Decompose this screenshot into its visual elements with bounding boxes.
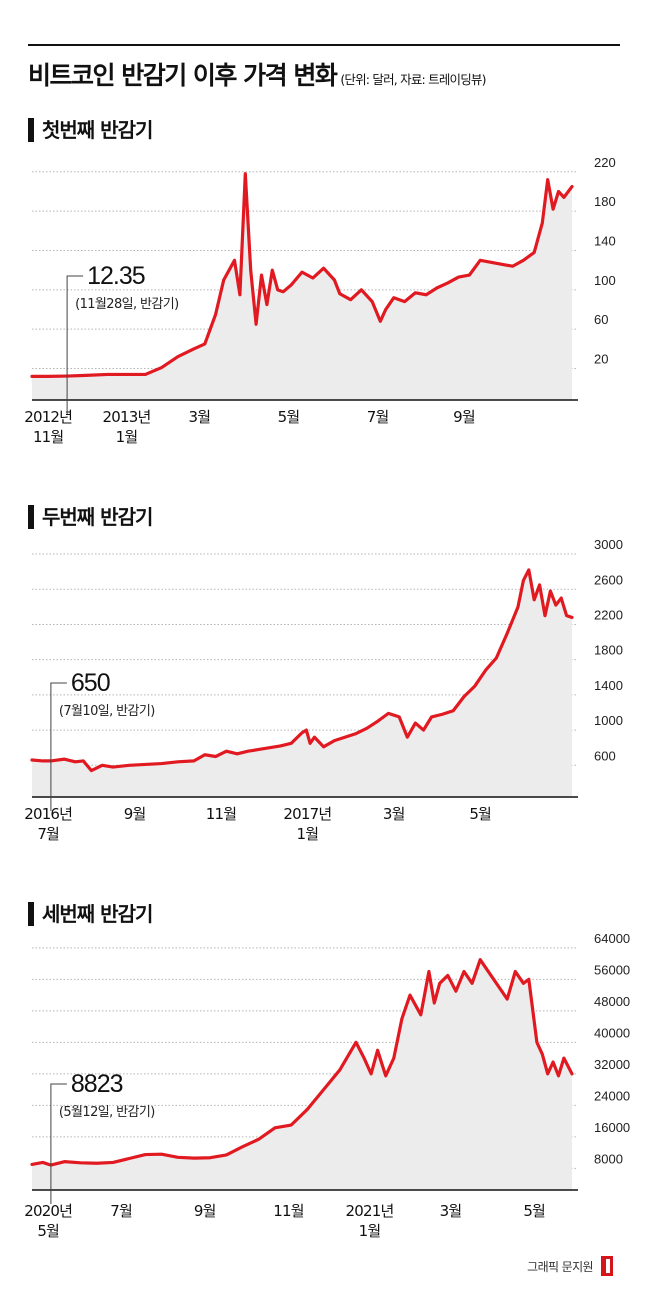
y-tick-label: 1000 xyxy=(594,713,623,728)
callout-leader xyxy=(66,275,84,414)
callout-leader xyxy=(50,1083,67,1204)
chart-first-halving: 20 60 100 140 180 220 2012년 11월 2013년 1월 3월 5월 7월 9월 1… xyxy=(24,155,616,446)
x-tick-label: 3월 xyxy=(383,805,405,823)
price-line xyxy=(30,172,574,378)
y-tick-label: 56000 xyxy=(594,962,630,977)
price-line xyxy=(30,568,574,773)
x-tick-label: 9월 xyxy=(453,408,475,426)
y-tick-label: 2600 xyxy=(594,572,623,587)
y-tick-label: 100 xyxy=(594,273,616,288)
x-tick-label: 2020년 xyxy=(24,1202,72,1220)
x-tick-label: 1월 xyxy=(116,428,138,446)
x-tick-label: 9월 xyxy=(194,1202,216,1220)
y-tick-label: 220 xyxy=(594,155,616,170)
y-tick-label: 60 xyxy=(594,312,608,327)
footer: 그래픽 문지원 xyxy=(527,1256,613,1276)
x-tick-label: 1월 xyxy=(297,825,319,843)
credit-text: 그래픽 문지원 xyxy=(527,1259,593,1274)
chart-second-halving: 600 1000 1400 1800 2200 2600 3000 2016년 7월 9월 11월 2… xyxy=(24,537,623,843)
callout-value: 650 xyxy=(71,669,110,697)
x-tick-label: 2021년 xyxy=(346,1202,394,1220)
callout-value: 8823 xyxy=(71,1070,123,1098)
x-tick-label: 11월 xyxy=(33,428,64,446)
chart-third-halving: 8000 16000 24000 32000 40000 48000 56000 64000 2… xyxy=(24,931,630,1240)
x-tick-label: 11월 xyxy=(206,805,237,823)
x-tick-label: 7월 xyxy=(110,1202,132,1220)
y-tick-label: 3000 xyxy=(594,537,623,552)
area-fill xyxy=(32,173,572,400)
x-tick-label: 5월 xyxy=(469,805,491,823)
page-title-row: 비트코인 반감기 이후 가격 변화 (단위: 달러, 자료: 트레이딩뷰) xyxy=(28,56,487,92)
x-tick-label: 7월 xyxy=(367,408,389,426)
page-subtitle: (단위: 달러, 자료: 트레이딩뷰) xyxy=(340,72,486,87)
x-tick-label: 3월 xyxy=(189,408,211,426)
x-tick-label: 2012년 xyxy=(24,408,72,426)
y-tick-label: 1800 xyxy=(594,643,623,658)
callout-label: (5월12일, 반감기) xyxy=(59,1105,155,1120)
callout-label: (11월28일, 반감기) xyxy=(75,297,179,312)
y-tick-label: 8000 xyxy=(594,1151,623,1166)
x-tick-label: 1월 xyxy=(359,1222,381,1240)
callout-label: (7월10일, 반감기) xyxy=(59,704,155,719)
x-tick-label: 7월 xyxy=(37,825,59,843)
area-fill xyxy=(32,959,572,1190)
y-tick-label: 140 xyxy=(594,233,616,248)
price-line xyxy=(30,958,574,1167)
x-tick-label: 3월 xyxy=(440,1202,462,1220)
y-tick-label: 20 xyxy=(594,352,608,367)
y-tick-label: 24000 xyxy=(594,1088,630,1103)
x-tick-label: 9월 xyxy=(124,805,146,823)
x-tick-label: 5월 xyxy=(278,408,300,426)
x-tick-label: 11월 xyxy=(273,1202,304,1220)
chart-2-title: 두번째 반감기 xyxy=(28,505,153,529)
chart-1-title: 첫번째 반감기 xyxy=(28,118,153,142)
callout-value: 12.35 xyxy=(87,262,145,290)
x-tick-label: 5월 xyxy=(523,1202,545,1220)
publisher-logo-icon xyxy=(601,1256,613,1276)
y-tick-label: 1400 xyxy=(594,678,623,693)
callout-leader xyxy=(50,682,67,811)
y-tick-label: 600 xyxy=(594,748,616,763)
y-tick-label: 64000 xyxy=(594,931,630,946)
y-tick-label: 40000 xyxy=(594,1025,630,1040)
x-tick-label: 2013년 xyxy=(103,408,151,426)
x-tick-label: 5월 xyxy=(37,1222,59,1240)
chart-3-title: 세번째 반감기 xyxy=(28,902,153,926)
x-tick-label: 2016년 xyxy=(24,805,72,823)
y-tick-label: 2200 xyxy=(594,607,623,622)
area-fill xyxy=(32,569,572,797)
x-tick-label: 2017년 xyxy=(283,805,331,823)
y-tick-label: 32000 xyxy=(594,1057,630,1072)
y-tick-label: 16000 xyxy=(594,1120,630,1135)
y-tick-label: 48000 xyxy=(594,994,630,1009)
top-rule xyxy=(28,44,620,46)
y-tick-label: 180 xyxy=(594,194,616,209)
page-title: 비트코인 반감기 이후 가격 변화 xyxy=(28,61,338,90)
